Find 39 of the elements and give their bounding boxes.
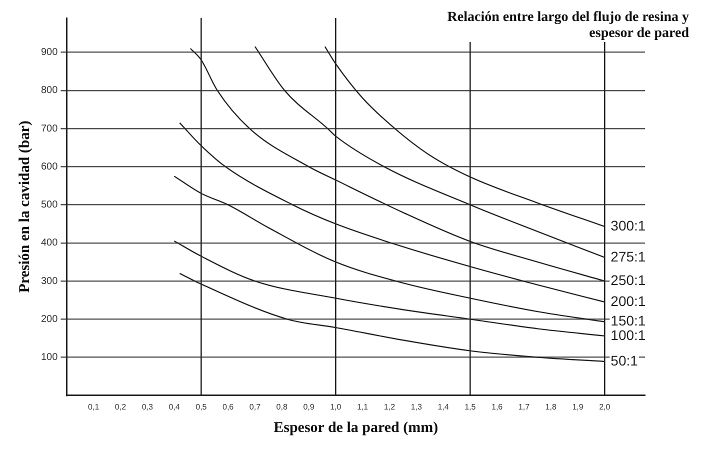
x-tick-label: 1,4 [438,402,450,412]
series-label: 50:1 [610,352,638,368]
x-tick-label: 0,3 [142,402,154,412]
x-tick-label: 1,6 [491,402,504,412]
x-tick-label: 1,9 [572,402,584,412]
x-axis-title: Espesor de la pared (mm) [274,420,438,436]
y-tick-label: 900 [40,47,58,58]
y-tick-label: 100 [40,352,58,364]
x-tick-label: 0,8 [276,402,288,412]
series-label: 250:1 [610,272,646,288]
series-label: 150:1 [610,312,646,329]
x-tick-label: 0,7 [249,402,262,412]
y-tick-label: 500 [40,200,58,211]
series-label: 275:1 [610,248,646,264]
y-tick-label: 400 [40,238,58,249]
x-tick-label: 0,6 [222,402,234,412]
x-tick-label: 0,4 [168,402,180,412]
series-label: 300:1 [610,217,646,234]
x-tick-label: 2,0 [599,402,611,412]
x-tick-label: 0,5 [196,402,208,412]
series-label: 200:1 [610,292,646,309]
y-tick-label: 300 [40,276,58,287]
x-tick-label: 1,7 [518,402,530,412]
x-tick-label: 1,1 [357,402,369,412]
x-tick-label: 0,1 [88,402,100,412]
x-tick-label: 0,2 [114,402,127,412]
x-tick-label: 1,0 [330,402,342,412]
x-tick-label: 1,3 [410,402,422,412]
legend-title: Relación entre largo del flujo de resina y espesor de pared [439,10,689,42]
x-tick-label: 1,5 [464,402,476,412]
series-label: 100:1 [610,326,646,343]
x-tick-label: 1,8 [545,402,557,412]
y-tick-label: 200 [40,314,58,325]
y-tick-label: 800 [40,85,58,96]
x-tick-label: 1,2 [384,402,396,412]
y-tick-label: 700 [40,123,58,134]
y-tick-label: 600 [40,161,58,172]
y-axis-title: Presión en la cavidad (bar) [16,120,33,293]
x-tick-label: 0,9 [303,402,315,412]
